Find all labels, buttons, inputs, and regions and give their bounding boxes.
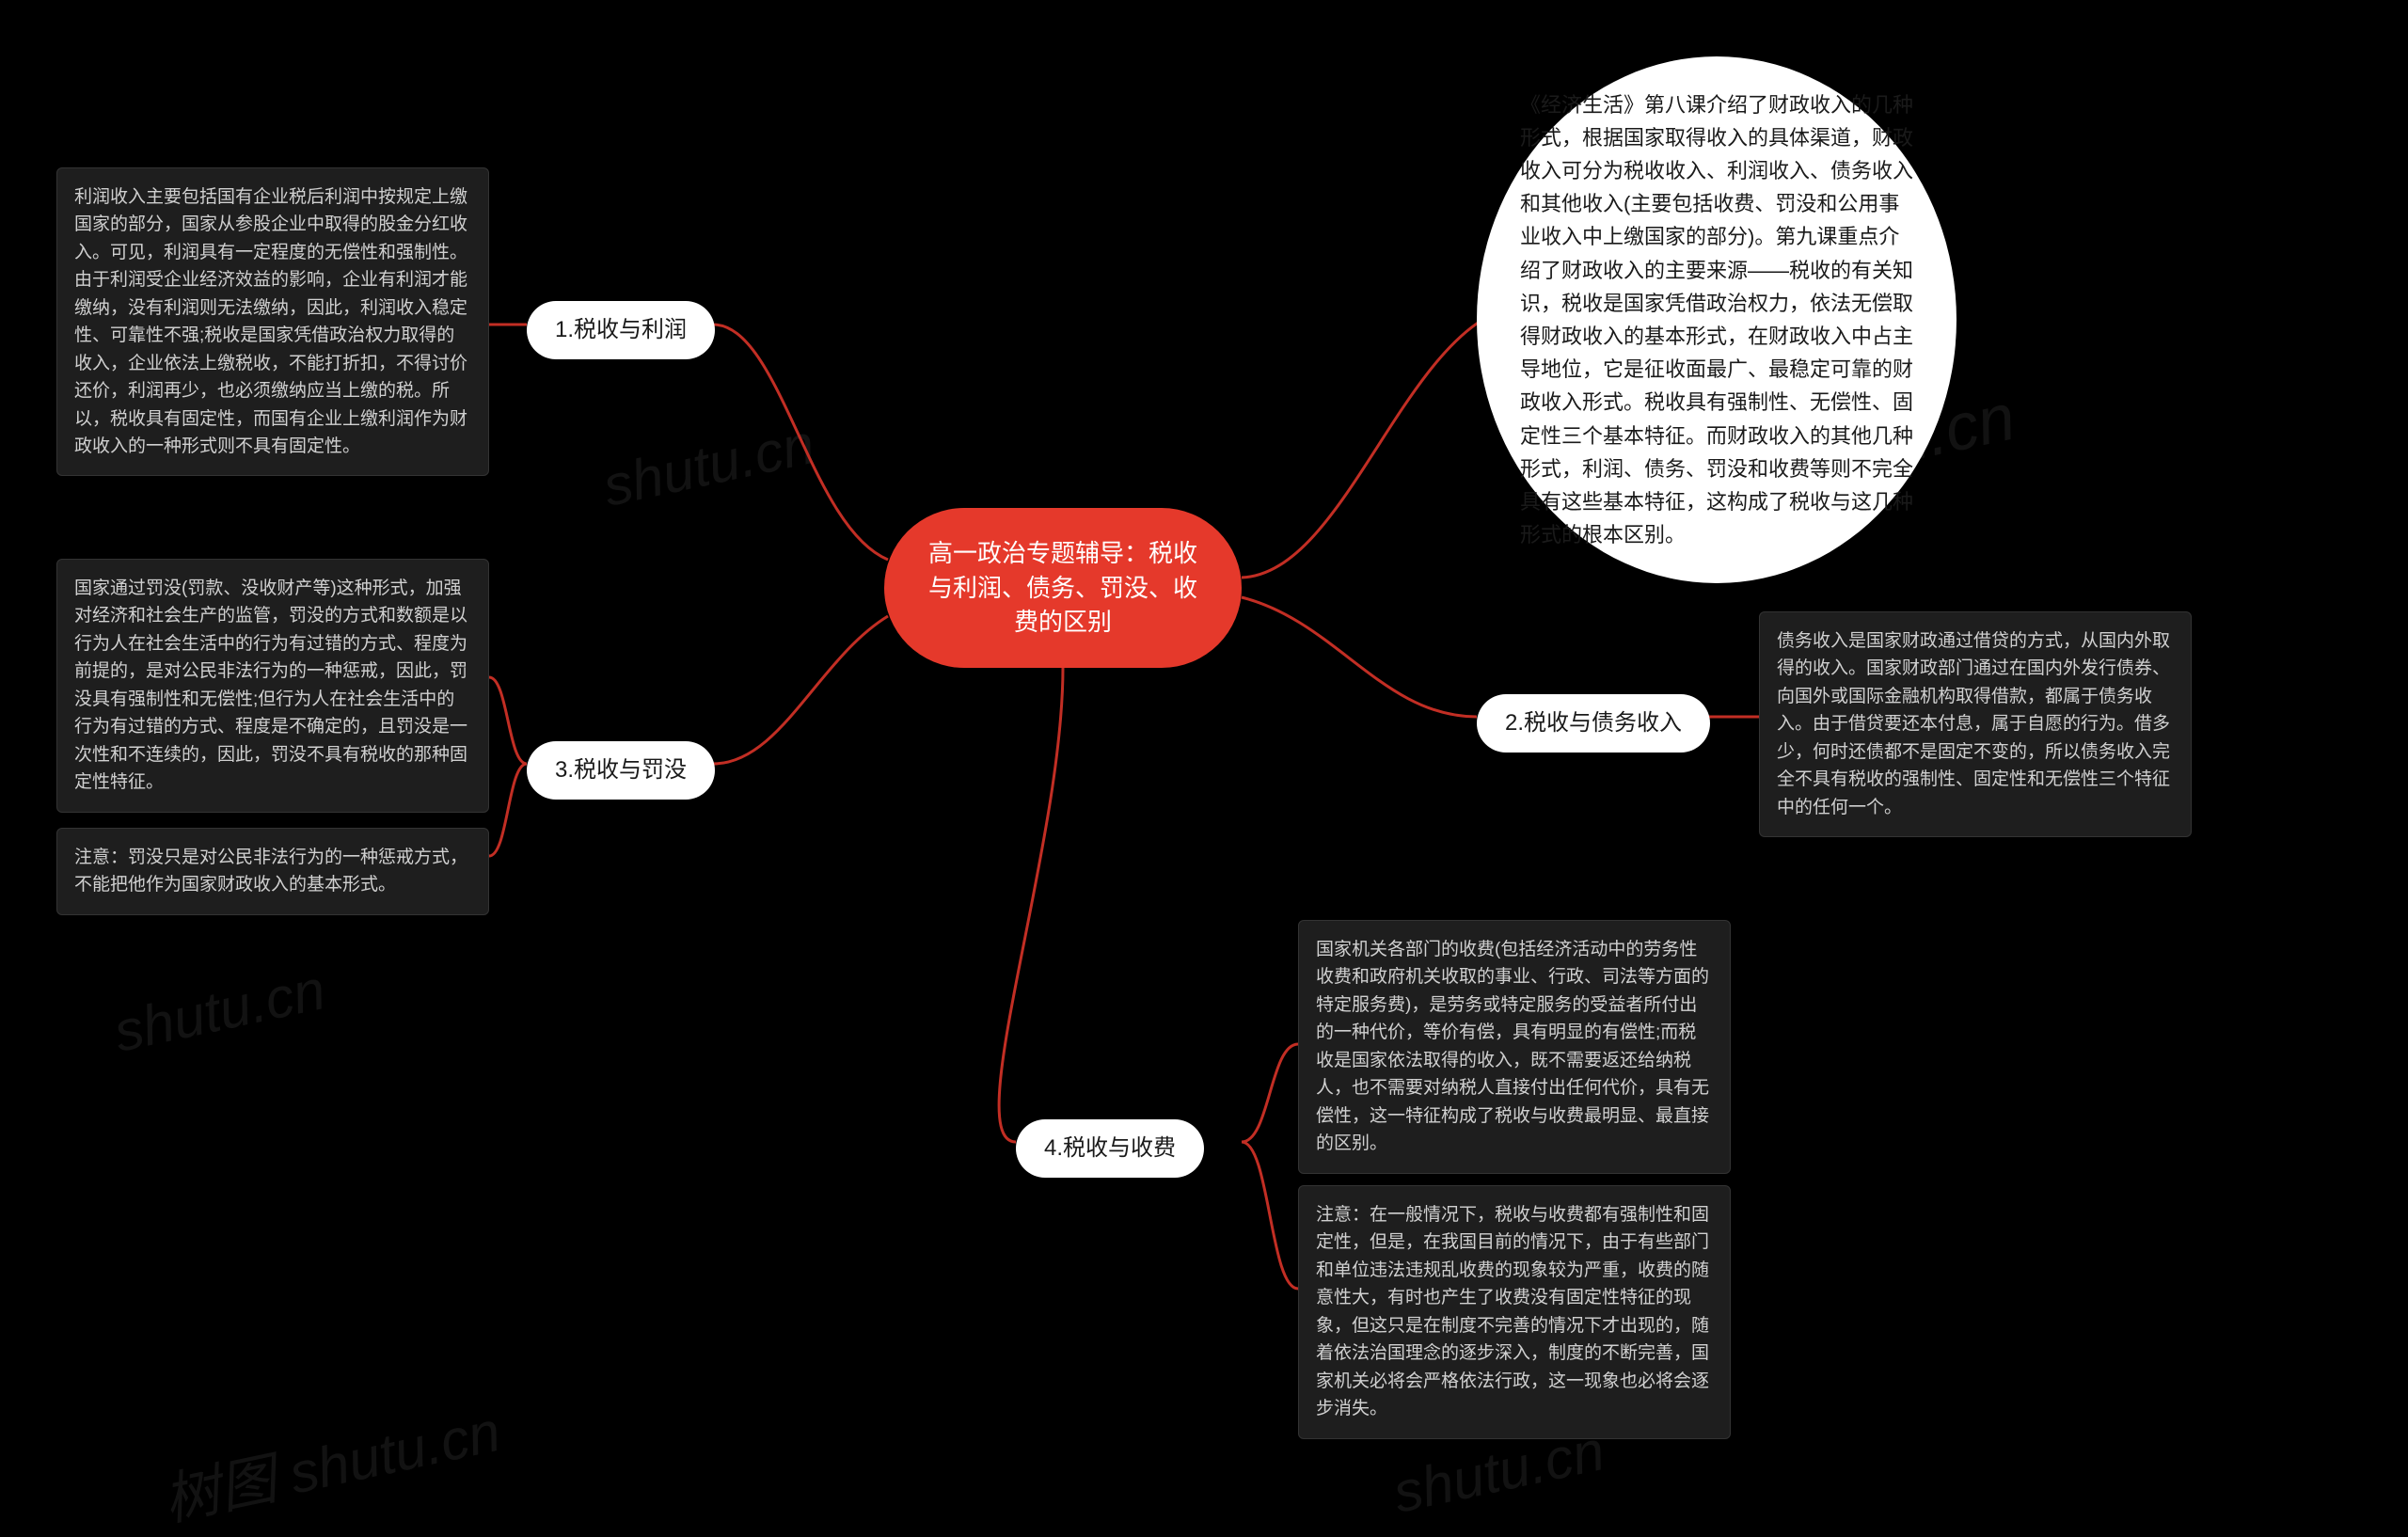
leaf-4a-content: 国家机关各部门的收费(包括经济活动中的劳务性收费和政府机关收取的事业、行政、司法…	[1316, 940, 1709, 1153]
intro-node-text: 《经济生活》第八课介绍了财政收入的几种形式，根据国家取得收入的具体渠道，财政收入…	[1520, 88, 1913, 552]
center-node[interactable]: 高一政治专题辅导：税收与利润、债务、罚没、收费的区别	[884, 508, 1242, 668]
branch-2-node[interactable]: 2.税收与债务收入	[1477, 694, 1710, 753]
edge	[1242, 597, 1477, 717]
edge	[999, 668, 1063, 1142]
leaf-4a-text[interactable]: 国家机关各部门的收费(包括经济活动中的劳务性收费和政府机关收取的事业、行政、司法…	[1298, 920, 1731, 1174]
intro-node[interactable]: 《经济生活》第八课介绍了财政收入的几种形式，根据国家取得收入的具体渠道，财政收入…	[1477, 56, 1956, 583]
branch-4-label: 4.税收与收费	[1044, 1133, 1176, 1165]
branch-2-label: 2.税收与债务收入	[1505, 707, 1682, 739]
leaf-3b-content: 注意：罚没只是对公民非法行为的一种惩戒方式，不能把他作为国家财政收入的基本形式。	[74, 848, 467, 895]
leaf-2-text[interactable]: 债务收入是国家财政通过借贷的方式，从国内外取得的收入。国家财政部门通过在国内外发…	[1759, 611, 2192, 837]
edge	[1242, 320, 1482, 578]
edge	[489, 677, 527, 764]
edge	[1242, 1142, 1298, 1289]
leaf-3a-text[interactable]: 国家通过罚没(罚款、没收财产等)这种形式，加强对经济和社会生产的监管，罚没的方式…	[56, 559, 489, 813]
edge	[1242, 1044, 1298, 1142]
branch-4-node[interactable]: 4.税收与收费	[1016, 1119, 1204, 1178]
mindmap-canvas: shutu.cn 树图 shutu.cn 树图 shutu.cn shutu.c…	[0, 0, 2408, 1507]
center-node-label: 高一政治专题辅导：税收与利润、债务、罚没、收费的区别	[922, 536, 1204, 639]
watermark: 树图 shutu.cn	[155, 1386, 507, 1537]
branch-1-label: 1.税收与利润	[555, 314, 687, 346]
leaf-1-content: 利润收入主要包括国有企业税后利润中按规定上缴国家的部分，国家从参股企业中取得的股…	[74, 187, 467, 456]
leaf-3b-text[interactable]: 注意：罚没只是对公民非法行为的一种惩戒方式，不能把他作为国家财政收入的基本形式。	[56, 828, 489, 915]
edge	[713, 616, 888, 764]
branch-3-node[interactable]: 3.税收与罚没	[527, 741, 715, 800]
edge	[489, 764, 527, 856]
edge	[713, 325, 888, 560]
watermark: shutu.cn	[597, 411, 819, 519]
branch-3-label: 3.税收与罚没	[555, 754, 687, 786]
leaf-4b-text[interactable]: 注意：在一般情况下，税收与收费都有强制性和固定性，但是，在我国目前的情况下，由于…	[1298, 1185, 1731, 1439]
leaf-3a-content: 国家通过罚没(罚款、没收财产等)这种形式，加强对经济和社会生产的监管，罚没的方式…	[74, 578, 467, 792]
leaf-1-text[interactable]: 利润收入主要包括国有企业税后利润中按规定上缴国家的部分，国家从参股企业中取得的股…	[56, 167, 489, 476]
leaf-2-content: 债务收入是国家财政通过借贷的方式，从国内外取得的收入。国家财政部门通过在国内外发…	[1777, 631, 2170, 817]
leaf-4b-content: 注意：在一般情况下，税收与收费都有强制性和固定性，但是，在我国目前的情况下，由于…	[1316, 1205, 1709, 1418]
watermark: shutu.cn	[108, 957, 330, 1065]
branch-1-node[interactable]: 1.税收与利润	[527, 301, 715, 359]
